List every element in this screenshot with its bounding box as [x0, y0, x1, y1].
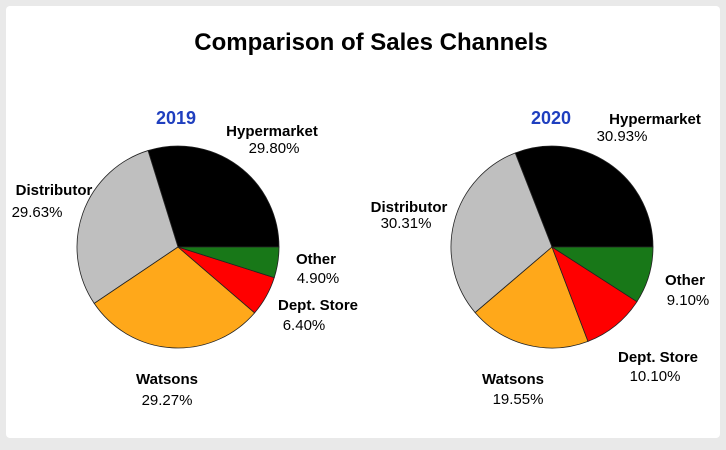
- pie-2019-label-hypermarket: Hypermarket: [226, 123, 318, 140]
- pie-2020-slice-distributor: [450, 152, 553, 314]
- pie-2019-label-watsons: Watsons: [136, 371, 198, 388]
- pie-2020-value-watsons: 19.55%: [493, 391, 544, 408]
- pie-2020: 2020 Hypermarket 30.93% Distributor 30.3…: [371, 108, 710, 408]
- pie-2019-value-other: 4.90%: [297, 270, 340, 287]
- pie-2019-slice-distributor: [76, 150, 179, 304]
- pie-2020-label-distributor: Distributor: [371, 199, 448, 216]
- pie-2019-value-dept-store: 6.40%: [283, 317, 326, 334]
- pie-2020-value-other: 9.10%: [667, 292, 710, 309]
- pie-2019-label-other: Other: [296, 251, 336, 268]
- pie-2020-value-dept-store: 10.10%: [630, 368, 681, 385]
- pie-2019-label-dept-store: Dept. Store: [278, 297, 358, 314]
- pie-2019-slice-hypermarket: [147, 145, 280, 248]
- pie-2019-labels: Hypermarket 29.80% Distributor 29.63% Wa…: [12, 123, 358, 409]
- pie-2019-slice-other: [177, 246, 280, 279]
- pie-2020-labels: Hypermarket 30.93% Distributor 30.31% Wa…: [371, 111, 710, 408]
- pie-2020-slice-watsons: [474, 246, 589, 349]
- pie-2020-label-watsons: Watsons: [482, 371, 544, 388]
- pie-2019-value-watsons: 29.27%: [142, 392, 193, 409]
- pie-2019-value-hypermarket: 29.80%: [249, 140, 300, 157]
- pie-2020-slice-hypermarket: [514, 145, 654, 248]
- pie-2020-title: 2020: [531, 108, 571, 128]
- pie-2020-value-hypermarket: 30.93%: [597, 128, 648, 145]
- pie-2019-slice-watsons: [93, 246, 256, 349]
- pie-2020-slices: [450, 145, 654, 349]
- pie-2019-title: 2019: [156, 108, 196, 128]
- pie-2020-slice-other: [550, 246, 654, 303]
- chart-title: Comparison of Sales Channels: [194, 29, 547, 56]
- pie-2019-slices: [76, 145, 280, 349]
- pie-2020-label-hypermarket: Hypermarket: [609, 111, 701, 128]
- pie-2020-label-dept-store: Dept. Store: [618, 349, 698, 366]
- pie-2019-value-distributor: 29.63%: [12, 204, 63, 221]
- pie-2020-label-other: Other: [665, 272, 705, 289]
- pie-2019-label-distributor: Distributor: [16, 182, 93, 199]
- pie-2019: 2019 Hypermarket 29.80% Distributor 29.6…: [12, 108, 358, 409]
- pie-2020-value-distributor: 30.31%: [381, 215, 432, 232]
